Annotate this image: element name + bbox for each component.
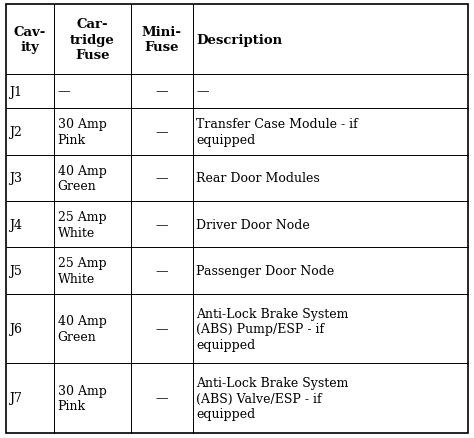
Text: —: —: [57, 85, 70, 99]
Text: Anti-Lock Brake System
(ABS) Pump/ESP - if
equipped: Anti-Lock Brake System (ABS) Pump/ESP - …: [196, 307, 349, 351]
Text: 30 Amp
Pink: 30 Amp Pink: [57, 118, 107, 147]
Text: 40 Amp
Green: 40 Amp Green: [57, 164, 107, 193]
Text: 40 Amp
Green: 40 Amp Green: [57, 314, 107, 343]
Text: —: —: [155, 126, 168, 139]
Text: J7: J7: [9, 392, 22, 405]
Text: J3: J3: [9, 172, 22, 185]
Text: J5: J5: [9, 265, 22, 278]
Text: Transfer Case Module - if
equipped: Transfer Case Module - if equipped: [196, 118, 358, 147]
Text: —: —: [155, 172, 168, 185]
Text: —: —: [155, 322, 168, 335]
Text: —: —: [155, 218, 168, 231]
Text: Driver Door Node: Driver Door Node: [196, 218, 310, 231]
Text: Mini-
Fuse: Mini- Fuse: [142, 26, 182, 54]
Text: Cav-
ity: Cav- ity: [14, 26, 46, 54]
Text: 30 Amp
Pink: 30 Amp Pink: [57, 384, 107, 412]
Text: Passenger Door Node: Passenger Door Node: [196, 265, 335, 278]
Text: —: —: [196, 85, 209, 99]
Text: —: —: [155, 85, 168, 99]
Text: Car-
tridge
Fuse: Car- tridge Fuse: [70, 18, 115, 62]
Text: 25 Amp
White: 25 Amp White: [57, 257, 106, 285]
Text: Description: Description: [196, 33, 283, 46]
Text: J6: J6: [9, 322, 22, 335]
Text: Anti-Lock Brake System
(ABS) Valve/ESP - if
equipped: Anti-Lock Brake System (ABS) Valve/ESP -…: [196, 376, 349, 420]
Text: J2: J2: [9, 126, 22, 139]
Text: —: —: [155, 265, 168, 278]
Text: —: —: [155, 392, 168, 405]
Text: J1: J1: [9, 85, 22, 99]
Text: 25 Amp
White: 25 Amp White: [57, 211, 106, 239]
Text: Rear Door Modules: Rear Door Modules: [196, 172, 320, 185]
Text: J4: J4: [9, 218, 22, 231]
